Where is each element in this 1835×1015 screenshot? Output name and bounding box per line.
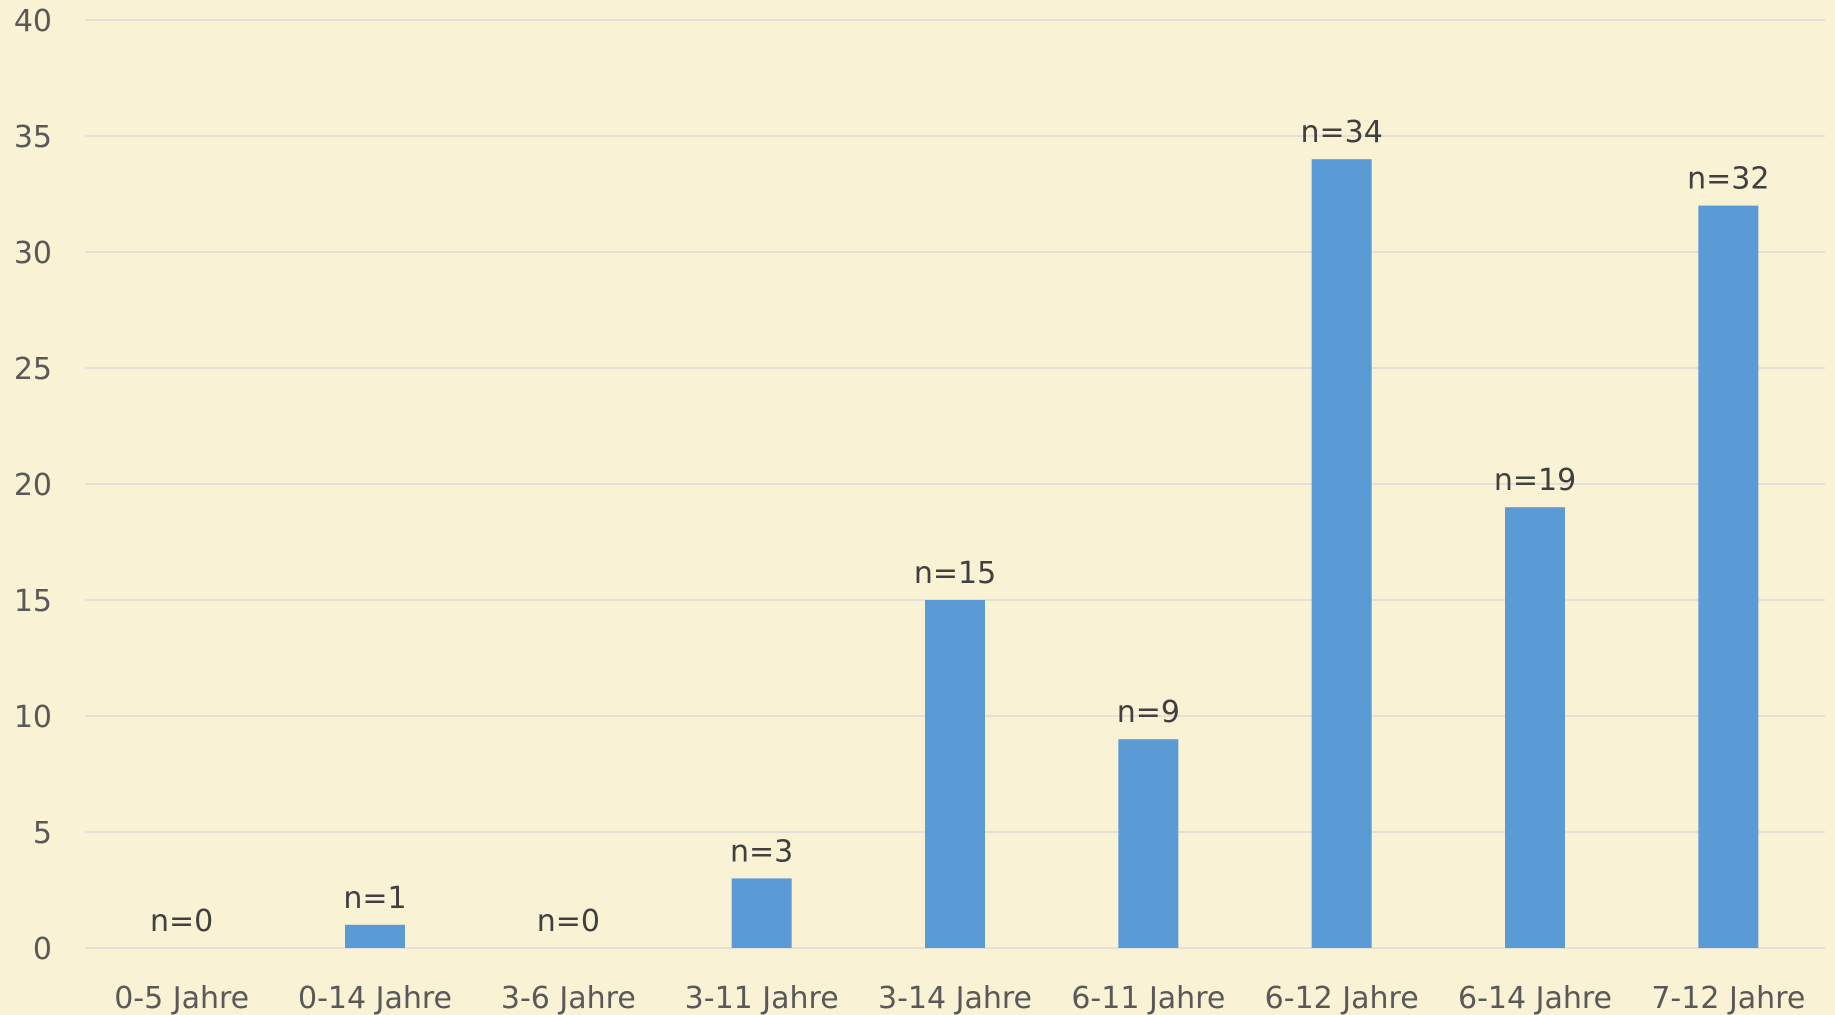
bar	[1311, 159, 1372, 948]
gridlines	[85, 19, 1825, 949]
data-label: n=1	[343, 881, 406, 916]
data-labels: n=0 n=1 n=0 n=3 n=15 n=9 n=34 n=19 n=32	[150, 115, 1769, 939]
data-label: n=15	[914, 556, 996, 591]
x-category-label: 3-11 Jahre	[685, 981, 839, 1015]
y-axis-tick-labels: 0 5 10 15 20 25 30 35 40	[14, 4, 52, 967]
data-label: n=34	[1301, 115, 1383, 150]
bar	[1505, 507, 1565, 948]
x-category-label: 3-6 Jahre	[501, 981, 636, 1015]
data-label: n=0	[537, 904, 600, 939]
x-category-label: 7-12 Jahre	[1651, 981, 1805, 1015]
x-category-label: 6-12 Jahre	[1265, 981, 1419, 1015]
bars	[345, 159, 1759, 949]
data-label: n=19	[1494, 463, 1576, 498]
y-tick-label: 35	[14, 120, 52, 155]
data-label: n=0	[150, 904, 213, 939]
bar	[731, 878, 792, 948]
y-tick-label: 15	[14, 584, 52, 619]
data-label: n=3	[730, 834, 793, 869]
bar	[925, 600, 985, 948]
y-tick-label: 30	[14, 236, 52, 271]
data-label: n=32	[1687, 162, 1769, 197]
y-tick-label: 20	[14, 468, 52, 503]
y-tick-label: 10	[14, 700, 52, 735]
data-label: n=9	[1117, 695, 1180, 730]
x-category-label: 3-14 Jahre	[878, 981, 1032, 1015]
x-category-label: 0-5 Jahre	[114, 981, 249, 1015]
y-tick-label: 40	[14, 4, 52, 39]
bar	[1698, 205, 1759, 949]
y-tick-label: 0	[33, 932, 52, 967]
bar	[1118, 739, 1179, 948]
x-category-label: 6-14 Jahre	[1458, 981, 1612, 1015]
y-tick-label: 25	[14, 352, 52, 387]
x-category-label: 6-11 Jahre	[1071, 981, 1225, 1015]
x-category-label: 0-14 Jahre	[298, 981, 452, 1015]
bar	[345, 924, 405, 948]
y-tick-label: 5	[33, 816, 52, 851]
x-axis-category-labels: 0-5 Jahre 0-14 Jahre 3-6 Jahre 3-11 Jahre 3-…	[114, 981, 1805, 1015]
